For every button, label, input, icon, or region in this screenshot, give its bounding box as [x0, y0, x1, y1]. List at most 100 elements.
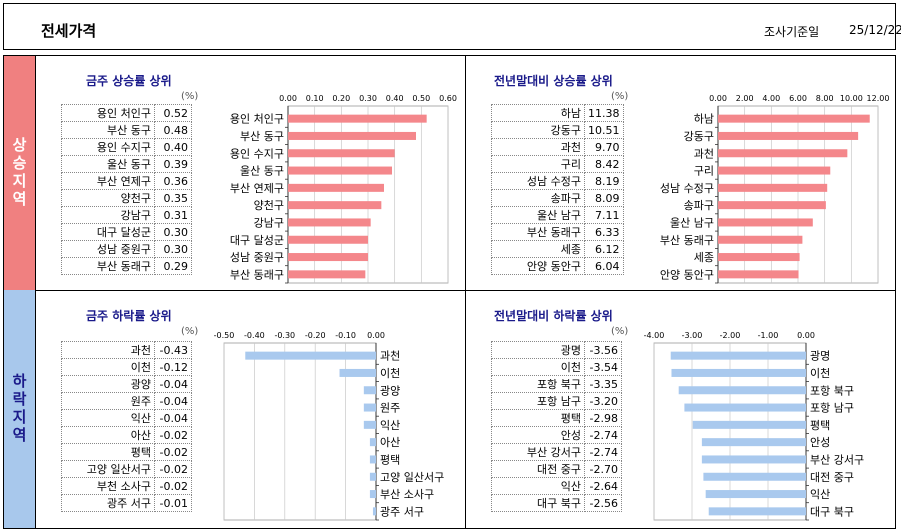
region-name: 용인 처인구: [61, 104, 155, 122]
panel-title: 전년말대비 하락률 상위: [494, 309, 613, 323]
bar: [369, 438, 376, 447]
table-row: 성남 수정구 8.19: [491, 172, 624, 190]
bar: [339, 368, 376, 377]
tick-label: 0.00: [279, 94, 297, 103]
table-row: 세종 6.12: [491, 240, 624, 258]
category-label: 대구 북구: [810, 505, 854, 518]
bar: [708, 507, 806, 516]
category-label: 고양 일산서구: [380, 470, 444, 484]
region-name: 익산: [491, 477, 585, 495]
category-label: 용인 처인구: [230, 113, 284, 126]
region-name: 안성: [491, 426, 585, 444]
region-name: 성남 수정구: [491, 172, 585, 190]
region-name: 부산 동래구: [491, 223, 585, 241]
region-name: 광양: [61, 375, 155, 393]
table-row: 이천 -3.54: [491, 358, 622, 376]
table-row: 부산 동래구 0.29: [61, 257, 192, 275]
category-label: 광명: [810, 350, 830, 363]
weekly-rise-table: 용인 처인구 0.52 부산 동구 0.48 용인 수지구 0.40 울산 동구 0.39 부산…: [61, 104, 192, 275]
rate-value: -0.43: [154, 341, 192, 359]
unit-label: (%): [611, 326, 629, 337]
table-row: 성남 중원구 0.30: [61, 240, 192, 258]
category-label: 강동구: [684, 130, 714, 143]
bar: [363, 386, 376, 395]
category-label: 부산 동구: [240, 130, 284, 143]
category-label: 안양 동안구: [660, 268, 714, 281]
rate-value: 6.12: [584, 240, 624, 258]
table-row: 부산 강서구 -2.74: [491, 443, 622, 461]
rate-value: 0.36: [154, 172, 192, 190]
category-label: 부산 동래구: [230, 268, 284, 281]
bar: [701, 455, 806, 464]
table-row: 부산 동래구 6.33: [491, 223, 624, 241]
bar: [703, 472, 806, 481]
tick-label: 0.60: [439, 94, 457, 103]
table-row: 이천 -0.12: [61, 358, 192, 376]
unit-label: (%): [181, 91, 199, 102]
category-label: 이천: [810, 366, 830, 380]
rate-value: 0.30: [154, 223, 192, 241]
bar: [705, 490, 806, 499]
rate-value: 11.38: [584, 104, 624, 122]
rate-value: -2.70: [584, 460, 622, 478]
bar: [369, 472, 376, 481]
tick-label: -2.00: [720, 331, 741, 340]
tick-label: 0.10: [306, 94, 324, 103]
table-row: 과천 9.70: [491, 138, 624, 156]
table-row: 하남 11.38: [491, 104, 624, 122]
region-name: 평택: [61, 443, 155, 461]
bar: [692, 420, 806, 429]
table-row: 울산 남구 7.11: [491, 206, 624, 224]
rate-value: 6.33: [584, 223, 624, 241]
region-name: 이천: [491, 358, 585, 376]
region-name: 광주 서구: [61, 494, 155, 512]
bar: [363, 403, 376, 412]
table-row: 광명 -3.56: [491, 341, 622, 359]
tick-label: 0.50: [412, 94, 430, 103]
region-name: 광명: [491, 341, 585, 359]
table-row: 고양 일산서구 -0.02: [61, 460, 192, 478]
table-row: 울산 동구 0.39: [61, 155, 192, 173]
region-name: 대구 달성군: [61, 223, 155, 241]
region-name: 과천: [491, 138, 585, 156]
category-label: 송파구: [684, 199, 714, 212]
table-row: 부산 동구 0.48: [61, 121, 192, 139]
region-name: 익산: [61, 409, 155, 427]
rate-value: 0.48: [154, 121, 192, 139]
region-name: 과천: [61, 341, 155, 359]
category-label: 성남 수정구: [660, 182, 714, 195]
bar: [718, 270, 799, 279]
divider: [465, 56, 466, 528]
category-label: 성남 중원구: [230, 251, 284, 264]
category-label: 부산 강서구: [810, 453, 864, 466]
table-row: 과천 -0.43: [61, 341, 192, 359]
rate-value: 9.70: [584, 138, 624, 156]
rate-value: -3.35: [584, 375, 622, 393]
tick-label: 6.00: [789, 94, 807, 103]
rate-value: -2.98: [584, 409, 622, 427]
rate-value: -0.02: [154, 443, 192, 461]
region-name: 대전 중구: [491, 460, 585, 478]
table-row: 대전 중구 -2.70: [491, 460, 622, 478]
table-row: 부천 소사구 -0.02: [61, 477, 192, 495]
table-row: 부산 연제구 0.36: [61, 172, 192, 190]
category-label: 안성: [810, 436, 830, 449]
category-label: 광주 서구: [380, 505, 424, 518]
tick-label: 8.00: [816, 94, 834, 103]
region-name: 아산: [61, 426, 155, 444]
rate-value: 0.29: [154, 257, 192, 275]
tick-label: -0.50: [214, 331, 235, 340]
tick-label: 0.40: [386, 94, 404, 103]
region-name: 부산 동구: [61, 121, 155, 139]
bar: [288, 149, 395, 158]
region-name: 울산 남구: [491, 206, 585, 224]
bar: [718, 253, 800, 262]
table-row: 원주 -0.04: [61, 392, 192, 410]
table-row: 강남구 0.31: [61, 206, 192, 224]
ytd-rise-chart: 0.00 2.00 4.00 6.00 8.00 10.00 12.00 하남강동구과천구리성…: [660, 94, 889, 284]
tick-label: 0.00: [367, 331, 385, 340]
tick-label: -4.00: [644, 331, 665, 340]
category-label: 부산 동래구: [660, 234, 714, 247]
ytd-fall-table: 광명 -3.56 이천 -3.54 포항 북구 -3.35 포항 남구 -3.20 평택 -2.9…: [491, 341, 622, 512]
